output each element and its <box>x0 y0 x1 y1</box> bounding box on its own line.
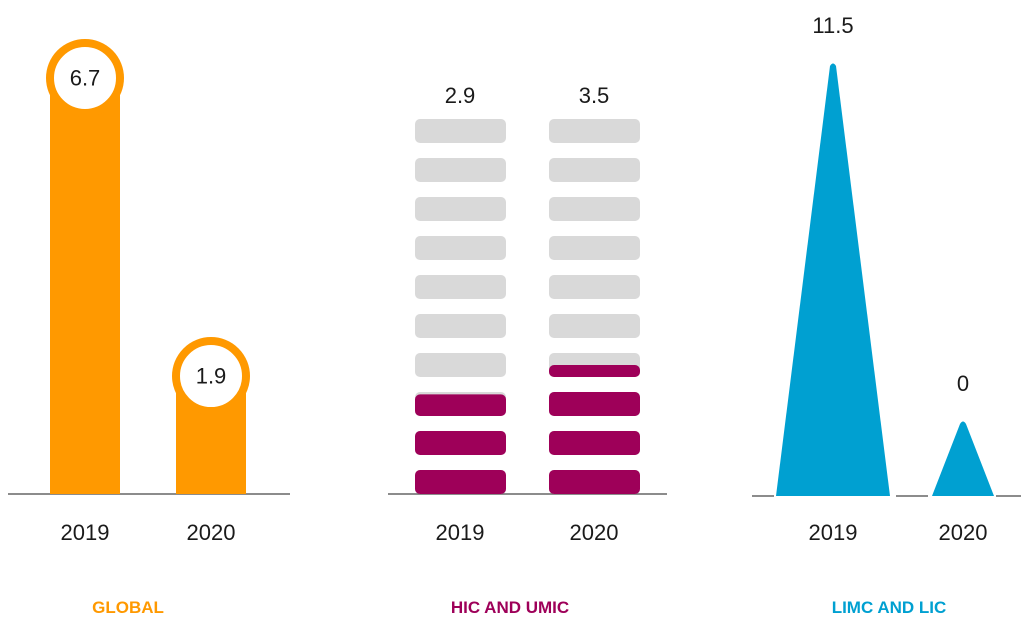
hic-umic-unit-placeholder <box>549 197 640 221</box>
global-chart: 6.7 1.9 2019 2020 GLOBAL <box>8 39 290 617</box>
limc-lic-spike-2020 <box>932 421 994 496</box>
limc-lic-group-label: LIMC AND LIC <box>832 598 947 617</box>
hic-umic-unit-filled <box>549 392 640 416</box>
limc-lic-chart: 11.5 0 2019 2020 LIMC AND LIC <box>752 13 1021 617</box>
hic-umic-group-label: HIC AND UMIC <box>451 598 569 617</box>
hic-umic-unit-placeholder <box>415 314 506 338</box>
hic-umic-unit-placeholder <box>549 314 640 338</box>
global-group-label: GLOBAL <box>92 598 164 617</box>
limc-lic-spike-2019 <box>776 63 890 496</box>
hic-umic-unit-placeholder <box>415 158 506 182</box>
global-bar-2019 <box>50 78 120 494</box>
hic-umic-unit-filled <box>415 394 506 416</box>
hic-umic-unit-filled <box>415 431 506 455</box>
hic-umic-unit-placeholder <box>415 119 506 143</box>
global-value-label-2019: 6.7 <box>70 66 101 91</box>
hic-umic-unit-placeholder <box>549 119 640 143</box>
global-value-label-2020: 1.9 <box>196 364 227 389</box>
hic-umic-unit-placeholder <box>415 353 506 377</box>
global-bubble-2020 <box>172 337 250 416</box>
hic-umic-unit-filled <box>549 470 640 494</box>
limc-lic-year-label-2020: 2020 <box>939 520 988 545</box>
global-year-label-2020: 2020 <box>187 520 236 545</box>
limc-lic-value-label-2020: 0 <box>957 371 969 396</box>
hic-umic-unit-placeholder <box>415 275 506 299</box>
hic-umic-unit-placeholder <box>415 197 506 221</box>
hic-umic-unit-filled <box>549 365 640 377</box>
limc-lic-year-label-2019: 2019 <box>809 520 858 545</box>
hic-umic-value-label-2020: 3.5 <box>579 83 610 108</box>
hic-umic-year-label-2019: 2019 <box>436 520 485 545</box>
hic-umic-unit-filled <box>415 470 506 494</box>
hic-umic-units-2020 <box>549 119 640 494</box>
hic-umic-unit-filled <box>549 431 640 455</box>
hic-umic-units-2019 <box>415 119 506 494</box>
hic-umic-year-label-2020: 2020 <box>570 520 619 545</box>
hic-umic-unit-placeholder <box>549 158 640 182</box>
hic-umic-value-label-2019: 2.9 <box>445 83 476 108</box>
hic-umic-unit-placeholder <box>549 275 640 299</box>
limc-lic-value-label-2019: 11.5 <box>812 13 853 38</box>
global-year-label-2019: 2019 <box>61 520 110 545</box>
hic-umic-unit-placeholder <box>415 236 506 260</box>
hic-umic-unit-placeholder <box>549 236 640 260</box>
global-bubble-2019 <box>46 39 124 117</box>
hic-umic-chart: 2.9 3.5 2019 2020 HIC AND UMIC <box>388 83 667 617</box>
